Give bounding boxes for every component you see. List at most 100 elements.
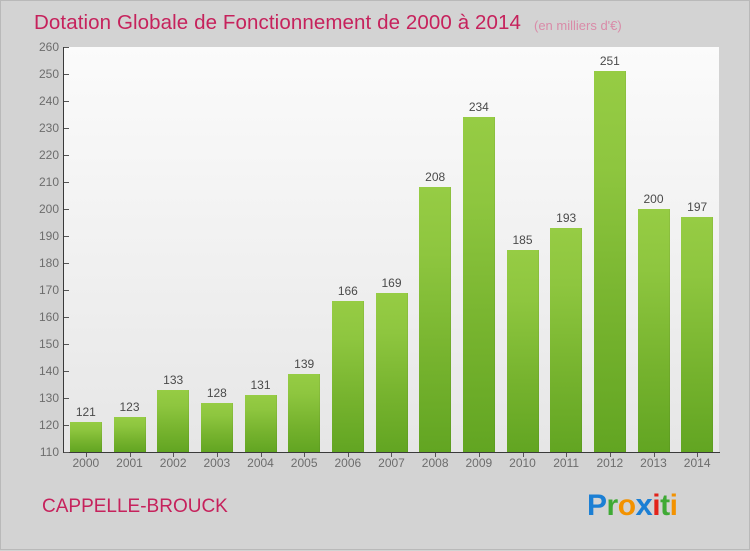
bar[interactable] <box>593 71 626 452</box>
bar-value-label: 169 <box>381 275 402 290</box>
x-axis-tick <box>86 453 87 457</box>
y-axis-label: 250 <box>26 68 59 80</box>
bar-value-label: 234 <box>468 100 489 115</box>
y-axis-label-text: 230 <box>38 121 59 135</box>
bar[interactable] <box>637 209 670 452</box>
x-axis-label: 2000 <box>72 456 100 470</box>
y-axis-tick <box>64 263 69 264</box>
y-axis-label-text: 150 <box>38 337 59 351</box>
y-axis-tick <box>64 182 69 183</box>
bar[interactable] <box>331 300 364 452</box>
x-axis-tick <box>697 453 698 457</box>
y-axis-label-text: 130 <box>38 391 59 405</box>
y-axis-label: 170 <box>26 284 59 296</box>
y-axis-label: 230 <box>26 122 59 134</box>
page-title: Dotation Globale de Fonctionnement de 20… <box>34 11 521 34</box>
bar-value-label: 166 <box>337 283 358 298</box>
chart-footer: CAPPELLE-BROUCK Proxiti <box>1 471 750 551</box>
x-axis-tick <box>304 453 305 457</box>
y-axis-tick <box>64 155 69 156</box>
y-axis-label-text: 190 <box>38 229 59 243</box>
x-axis-label: 2002 <box>159 456 187 470</box>
x-axis-tick <box>217 453 218 457</box>
bar[interactable] <box>681 217 714 452</box>
y-axis-tick <box>64 425 69 426</box>
bar-value-label: 200 <box>643 192 664 206</box>
x-axis-tick <box>654 453 655 457</box>
y-axis-label: 220 <box>26 149 59 161</box>
y-axis-tick <box>64 74 69 75</box>
bar-value-label: 208 <box>425 170 446 185</box>
x-axis-label: 2003 <box>203 456 231 470</box>
y-axis-tick <box>64 236 69 237</box>
chart-subtitle: (en milliers d'€) <box>534 18 622 33</box>
bar[interactable] <box>506 249 539 452</box>
x-axis-label: 2011 <box>553 456 580 470</box>
x-axis-label: 2005 <box>290 456 318 470</box>
y-axis-label-text: 210 <box>38 175 59 189</box>
y-axis-label-text: 220 <box>38 148 59 162</box>
x-axis-tick <box>348 453 349 457</box>
commune-name: CAPPELLE-BROUCK <box>42 496 228 517</box>
x-axis-tick <box>523 453 524 457</box>
x-axis-label: 2004 <box>247 456 274 470</box>
bar-value-label: 121 <box>75 405 96 420</box>
y-axis-tick <box>64 452 69 453</box>
y-axis-label: 260 <box>26 41 59 53</box>
y-axis-tick <box>64 317 69 318</box>
bar-value-label: 131 <box>250 378 271 393</box>
bar[interactable] <box>462 117 495 452</box>
logo-letter-r-1: r <box>606 489 619 522</box>
y-axis-tick <box>64 47 69 48</box>
logo-letter-t-5: t <box>660 489 670 522</box>
bar[interactable] <box>69 422 102 452</box>
x-axis-label: 2013 <box>640 456 667 470</box>
logo-letter-o-2: o <box>617 489 636 522</box>
y-axis-tick <box>64 398 69 399</box>
y-axis-tick <box>64 371 69 372</box>
x-axis-label: 2009 <box>465 456 493 470</box>
bar[interactable] <box>288 373 321 452</box>
y-axis-label: 150 <box>26 338 59 350</box>
x-axis-tick <box>130 453 131 457</box>
y-axis-tick <box>64 101 69 102</box>
bar[interactable] <box>375 292 408 452</box>
bar[interactable] <box>419 187 452 452</box>
y-axis-label: 140 <box>26 365 59 377</box>
y-axis-tick <box>64 344 69 345</box>
bar[interactable] <box>200 403 233 452</box>
x-axis-tick <box>391 453 392 457</box>
y-axis-label-text: 240 <box>38 94 59 108</box>
y-axis-label-text: 160 <box>38 310 59 324</box>
y-axis-label-text: 200 <box>38 202 59 216</box>
proxiti-logo[interactable]: Proxiti <box>587 487 678 522</box>
y-axis-label: 130 <box>26 392 59 404</box>
y-axis-label: 210 <box>26 176 59 188</box>
x-axis-tick <box>435 453 436 457</box>
x-axis-tick <box>566 453 567 457</box>
y-axis-label-text: 120 <box>38 418 59 432</box>
y-axis-label: 240 <box>26 95 59 107</box>
y-axis-tick <box>64 209 69 210</box>
bar[interactable] <box>113 416 146 452</box>
bar-value-label: 251 <box>599 54 620 69</box>
bar-value-label: 197 <box>687 200 708 215</box>
y-axis-label-text: 250 <box>38 67 59 81</box>
bar-value-label: 193 <box>556 210 577 225</box>
y-axis-label-text: 110 <box>39 445 59 459</box>
logo-letter-x-3: x <box>635 487 653 522</box>
bar[interactable] <box>550 227 583 452</box>
x-axis-tick <box>173 453 174 457</box>
x-axis-label: 2008 <box>421 456 449 470</box>
y-axis-label: 190 <box>26 230 59 242</box>
logo-letter-i-4: i <box>652 489 661 522</box>
y-axis-label: 120 <box>26 419 59 431</box>
y-axis-label-text: 180 <box>38 256 59 270</box>
y-axis-tick <box>64 290 69 291</box>
bar-value-label: 123 <box>119 399 140 414</box>
y-axis-label: 160 <box>26 311 59 323</box>
bar[interactable] <box>244 395 277 452</box>
x-axis-tick <box>610 453 611 457</box>
x-axis-line <box>63 452 720 453</box>
bar[interactable] <box>157 389 190 452</box>
